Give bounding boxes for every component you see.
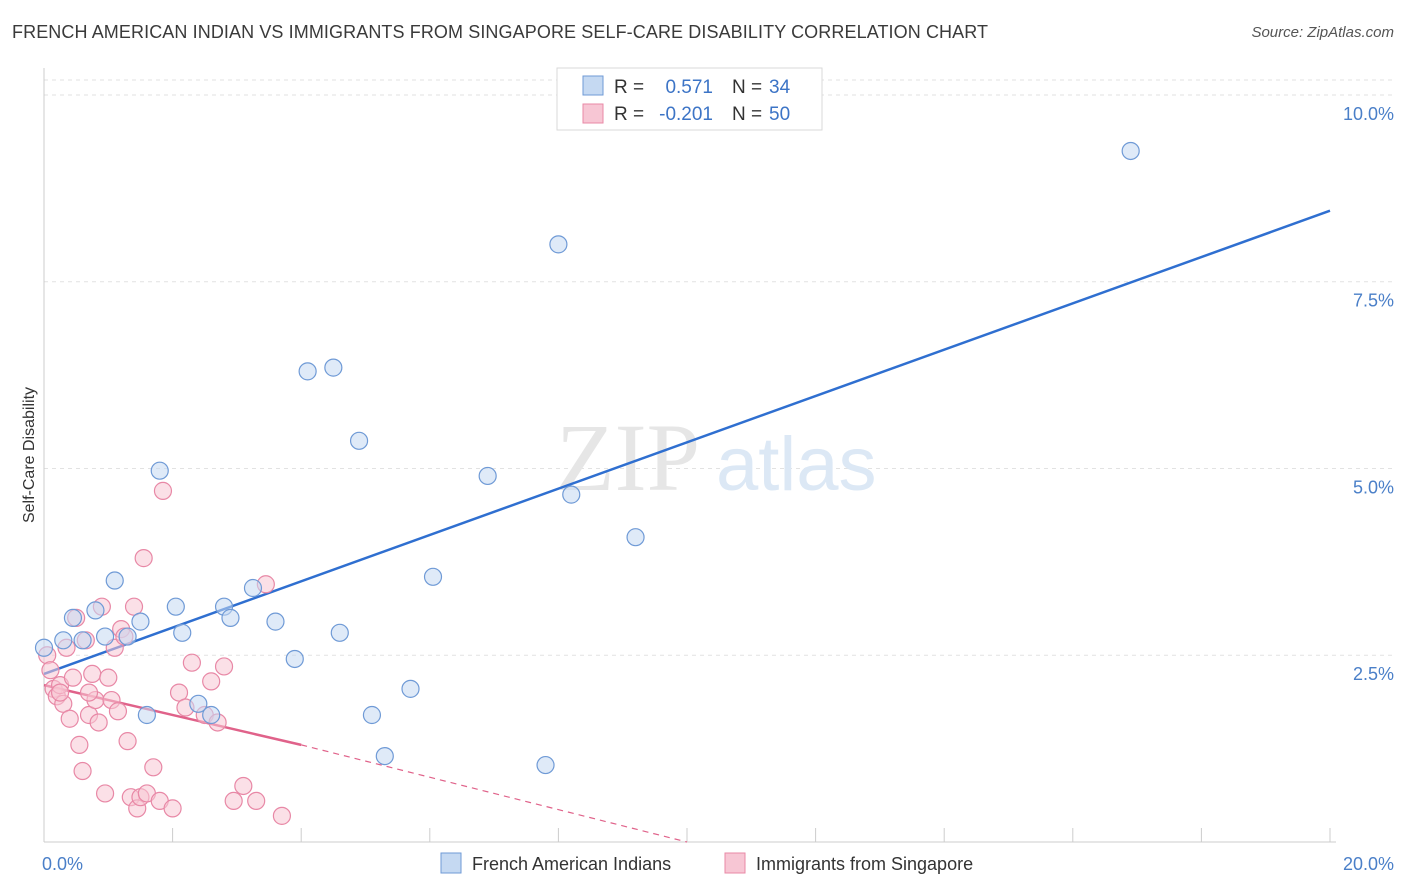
singapore-point-36 bbox=[169, 683, 189, 702]
chart-title: FRENCH AMERICAN INDIAN VS IMMIGRANTS FRO… bbox=[12, 22, 989, 42]
axes bbox=[43, 68, 1336, 843]
legend: R = 0.571 N = 34 R = -0.201 N = 50 bbox=[556, 67, 823, 131]
bottom-legend: French American Indians Immigrants from … bbox=[440, 852, 973, 874]
french-american-indian-point-3 bbox=[73, 631, 92, 650]
bottom-legend-swatch-blue bbox=[440, 852, 462, 874]
x-ticks bbox=[43, 828, 1331, 842]
french-american-indian-point-17 bbox=[243, 578, 263, 598]
french-american-indian-point-0 bbox=[34, 638, 54, 657]
french-american-indian-point-32 bbox=[626, 528, 645, 547]
singapore-point-43 bbox=[224, 791, 243, 811]
french-american-indian-point-29 bbox=[536, 755, 555, 775]
french-american-indian-point-14 bbox=[202, 705, 221, 725]
french-american-indian-point-22 bbox=[330, 623, 349, 642]
french-american-indian-point-18 bbox=[266, 612, 285, 631]
legend-r-label-2: R = bbox=[614, 104, 644, 125]
french-american-indian-point-12 bbox=[173, 623, 192, 642]
legend-r-value-2: -0.201 bbox=[659, 104, 713, 125]
x-tick-label-max: 20.0% bbox=[1343, 854, 1394, 874]
trend-lines bbox=[43, 209, 1331, 843]
french-american-indian-point-20 bbox=[298, 362, 317, 381]
trend-line-blue bbox=[43, 209, 1331, 676]
singapore-point-32 bbox=[144, 758, 163, 777]
french-american-indian-point-16 bbox=[221, 608, 240, 627]
singapore-point-38 bbox=[182, 653, 201, 672]
french-american-indian-point-30 bbox=[549, 235, 568, 254]
singapore-point-45 bbox=[247, 791, 266, 811]
french-american-indian-point-6 bbox=[105, 571, 124, 590]
french-american-indian-point-5 bbox=[95, 627, 115, 646]
french-american-indian-point-1 bbox=[54, 631, 73, 650]
french-american-indian-point-2 bbox=[63, 608, 83, 627]
y-tick-labels: 2.5% 5.0% 7.5% 10.0% bbox=[1343, 104, 1394, 684]
source-label: Source: ZipAtlas.com bbox=[1251, 24, 1394, 41]
french-american-indian-point-13 bbox=[189, 694, 208, 713]
french-american-indian-point-24 bbox=[362, 705, 382, 725]
french-american-indian-point-26 bbox=[401, 679, 420, 698]
french-american-indian-point-21 bbox=[324, 358, 343, 377]
singapore-point-30 bbox=[134, 549, 153, 568]
singapore-point-19 bbox=[99, 668, 118, 687]
french-american-indian-point-31 bbox=[562, 485, 581, 504]
series-french-american-indians bbox=[34, 141, 1140, 775]
singapore-point-7 bbox=[60, 709, 79, 728]
french-american-indian-point-4 bbox=[86, 601, 105, 620]
watermark-atlas: atlas bbox=[716, 422, 877, 507]
singapore-point-40 bbox=[202, 672, 221, 691]
french-american-indian-point-11 bbox=[166, 597, 185, 616]
series-immigrants-from-singapore bbox=[38, 481, 292, 825]
legend-n-label-2: N = bbox=[732, 104, 762, 125]
legend-n-label-1: N = bbox=[732, 77, 762, 98]
singapore-point-16 bbox=[89, 713, 108, 732]
singapore-point-34 bbox=[153, 481, 173, 500]
singapore-point-14 bbox=[83, 664, 102, 684]
singapore-point-44 bbox=[234, 776, 253, 796]
singapore-point-22 bbox=[108, 702, 128, 721]
singapore-point-48 bbox=[50, 683, 70, 702]
singapore-point-18 bbox=[95, 784, 115, 803]
french-american-indian-point-7 bbox=[118, 627, 137, 646]
singapore-point-47 bbox=[272, 806, 292, 825]
french-american-indian-point-25 bbox=[375, 746, 394, 766]
legend-n-value-2: 50 bbox=[769, 104, 790, 125]
bottom-legend-label-blue: French American Indians bbox=[472, 854, 671, 874]
trend-line-pink-extension bbox=[301, 744, 688, 843]
x-tick-label-min: 0.0% bbox=[42, 854, 83, 874]
y-tick-label-0: 2.5% bbox=[1353, 664, 1394, 684]
singapore-point-42 bbox=[214, 657, 234, 676]
french-american-indian-point-33 bbox=[1121, 141, 1140, 161]
singapore-point-11 bbox=[73, 761, 92, 781]
legend-swatch-blue bbox=[582, 75, 604, 96]
singapore-point-49 bbox=[79, 683, 99, 702]
french-american-indian-point-28 bbox=[478, 466, 497, 486]
singapore-point-27 bbox=[124, 597, 144, 616]
y-axis-title: Self-Care Disability bbox=[21, 387, 38, 523]
legend-r-value-1: 0.571 bbox=[665, 77, 713, 98]
singapore-point-35 bbox=[163, 799, 182, 818]
french-american-indian-point-8 bbox=[131, 612, 150, 631]
singapore-point-10 bbox=[70, 735, 89, 754]
y-tick-label-1: 5.0% bbox=[1353, 477, 1394, 497]
legend-r-label-1: R = bbox=[614, 77, 644, 98]
legend-swatch-pink bbox=[582, 103, 604, 124]
french-american-indian-point-27 bbox=[423, 567, 443, 586]
y-tick-label-3: 10.0% bbox=[1343, 104, 1394, 124]
singapore-point-25 bbox=[118, 732, 137, 751]
french-american-indian-point-10 bbox=[150, 461, 169, 480]
french-american-indian-point-23 bbox=[349, 431, 369, 450]
french-american-indian-point-9 bbox=[137, 705, 156, 725]
bottom-legend-swatch-pink bbox=[724, 852, 746, 874]
singapore-point-8 bbox=[63, 668, 83, 687]
french-american-indian-point-19 bbox=[285, 649, 304, 669]
singapore-point-1 bbox=[41, 661, 60, 680]
grid-lines bbox=[44, 79, 1392, 656]
y-tick-label-2: 7.5% bbox=[1353, 291, 1394, 311]
legend-n-value-1: 34 bbox=[769, 77, 791, 98]
bottom-legend-label-pink: Immigrants from Singapore bbox=[756, 854, 973, 874]
